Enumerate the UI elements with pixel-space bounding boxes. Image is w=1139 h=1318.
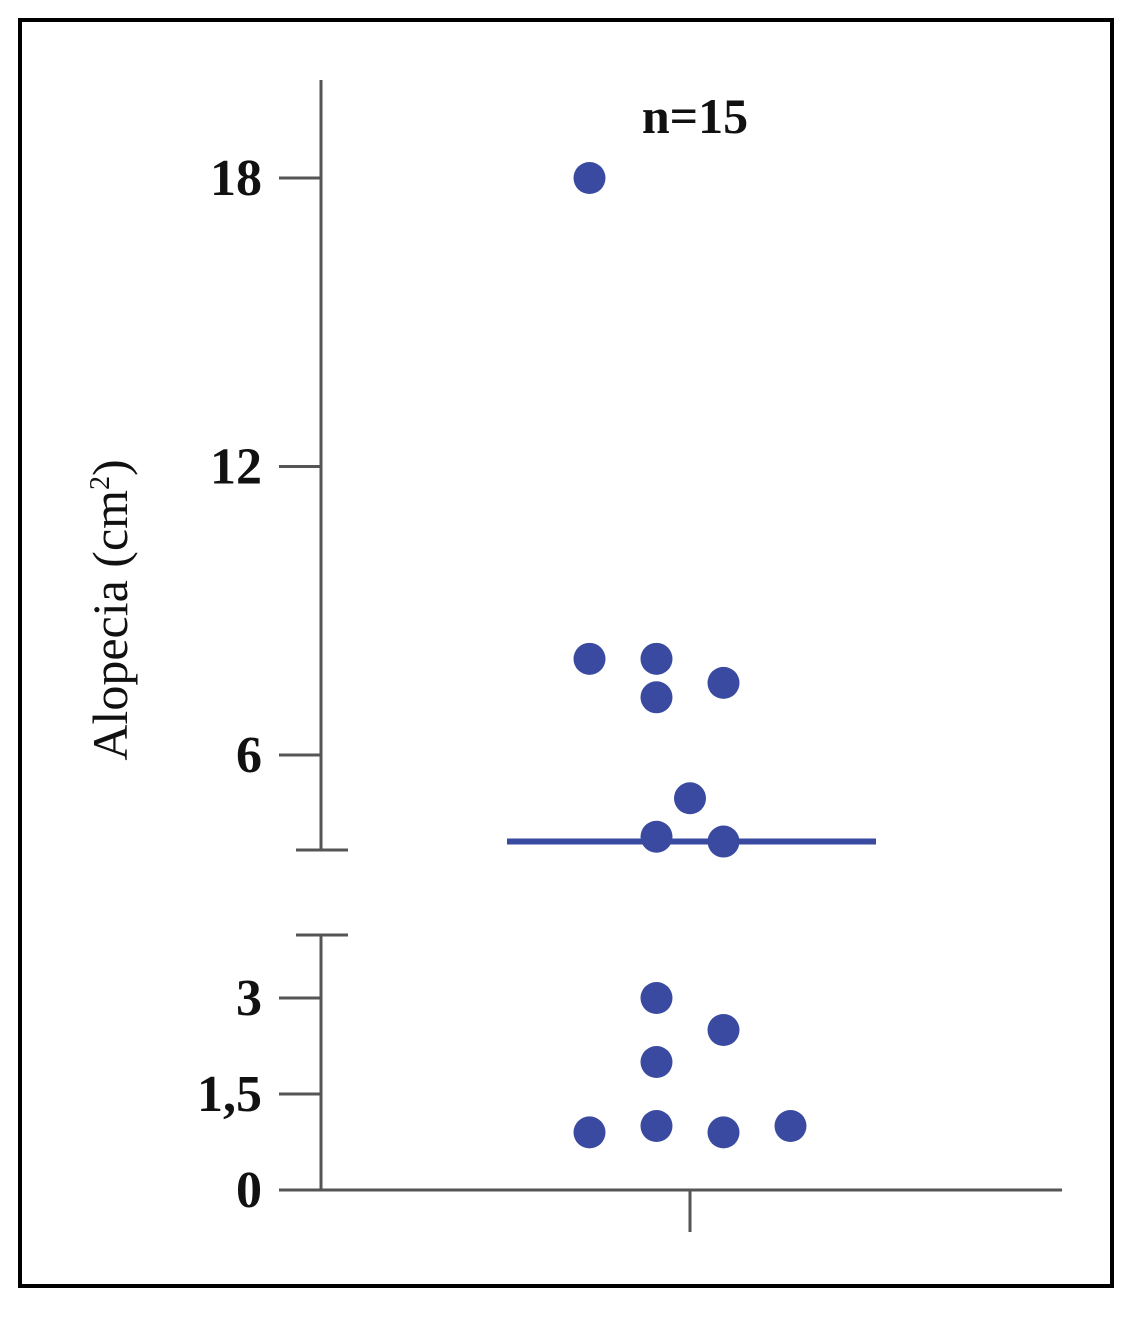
data-point: [774, 1110, 807, 1142]
y-axis-title: Alopecia (cm2): [82, 459, 138, 760]
data-point: [573, 642, 606, 675]
data-point: [573, 1116, 606, 1149]
data-point: [640, 1046, 673, 1078]
y-axis-title-main: Alopecia (cm: [82, 490, 138, 761]
y-tick-label: 18: [210, 150, 262, 207]
data-point: [640, 820, 673, 853]
data-point: [640, 642, 673, 675]
data-point: [640, 1110, 673, 1142]
data-point: [707, 1116, 740, 1149]
y-tick-label: 0: [236, 1162, 262, 1219]
n-annotation: n=15: [642, 88, 748, 144]
y-tick-label: 3: [236, 970, 262, 1027]
data-point: [707, 1014, 740, 1046]
y-axis-title-superscript: 2: [85, 476, 116, 490]
y-ticks: 0 1,5 3 6 12 18: [197, 150, 321, 1219]
data-point: [707, 825, 740, 858]
data-point: [674, 782, 706, 815]
y-tick-label: 6: [236, 727, 262, 784]
data-points: [507, 162, 876, 1149]
y-axis-title-suffix: ): [82, 459, 138, 476]
y-tick-label: 1,5: [197, 1066, 262, 1123]
y-tick-label: 12: [210, 439, 262, 496]
data-point: [707, 666, 740, 699]
figure-frame: [18, 18, 1114, 1288]
data-point: [640, 681, 673, 714]
data-point: [573, 162, 606, 194]
data-point: [640, 982, 673, 1014]
labels: n=15 Alopecia (cm2): [82, 88, 748, 761]
